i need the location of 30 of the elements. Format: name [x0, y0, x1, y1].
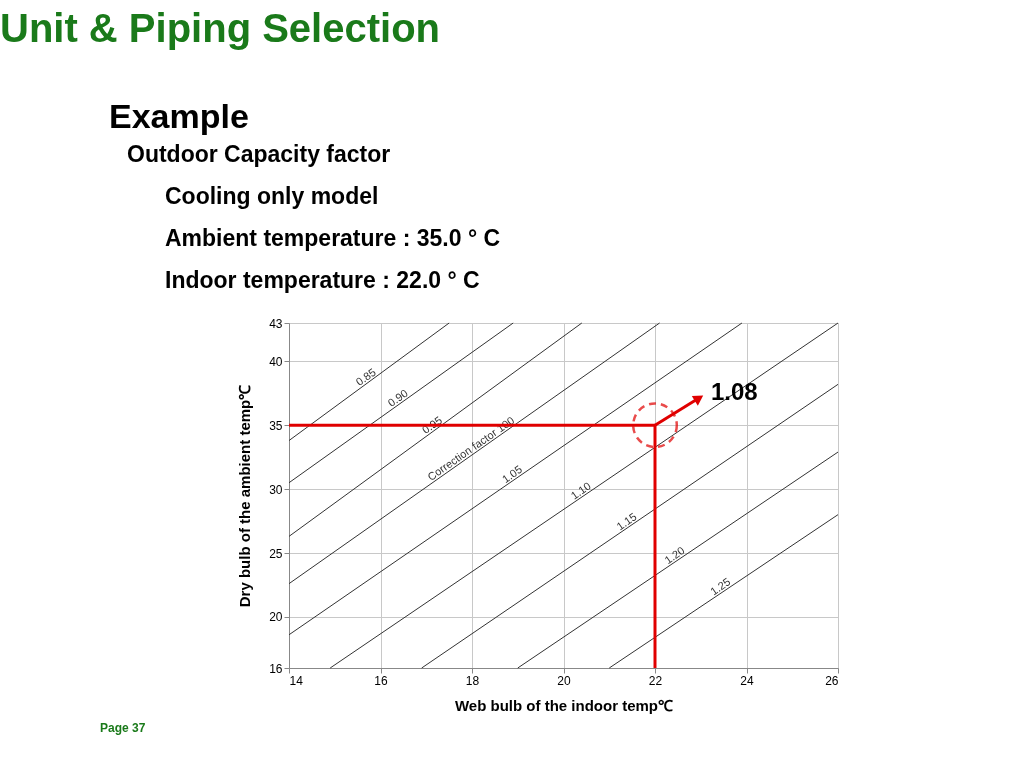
y-tick-label: 16: [269, 661, 283, 676]
text: Outdoor Capacity factor: [127, 141, 391, 167]
x-tick-label: 26: [825, 673, 839, 688]
x-tick-label: 20: [557, 673, 571, 688]
text: Indoor temperature : 22.0 ° C: [165, 267, 480, 293]
text: 1.25: [707, 575, 733, 598]
text: Page 37: [100, 721, 146, 735]
text: 1.10: [568, 479, 593, 502]
y-tick-label: 43: [269, 316, 283, 331]
y-axis-title: Dry bulb of the ambient temp℃: [236, 384, 254, 608]
x-tick-label: 14: [289, 673, 304, 688]
text: 1.15: [614, 510, 639, 533]
x-tick-label: 16: [374, 673, 388, 688]
chart-subtitle: Example: [109, 97, 249, 135]
y-tick-label: 25: [269, 546, 283, 561]
x-axis-title: Web bulb of the indoor temp℃: [454, 696, 674, 714]
text: 1.05: [499, 462, 525, 486]
y-tick-label: 20: [269, 610, 283, 625]
x-tick-label: 22: [648, 673, 663, 688]
y-tick-label: 30: [269, 482, 283, 497]
text: 0.90: [385, 386, 410, 409]
y-tick-label: 35: [269, 418, 283, 433]
chart-title: Unit & Piping Selection: [0, 6, 441, 50]
x-tick-label: 24: [740, 673, 754, 688]
text: 1.20: [662, 544, 687, 567]
text: Ambient temperature : 35.0 ° C: [165, 225, 501, 251]
y-tick-label: 40: [269, 354, 283, 369]
text: 0.85: [353, 365, 378, 388]
text: Cooling only model: [165, 183, 379, 209]
x-tick-label: 18: [465, 673, 480, 688]
